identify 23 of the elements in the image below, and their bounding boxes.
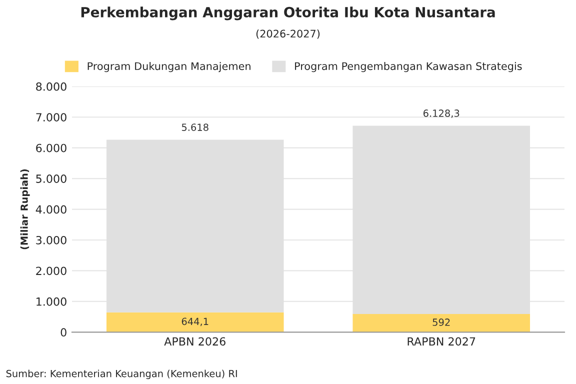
y-tick-label: 4.000: [36, 205, 66, 214]
bar: [352, 314, 530, 332]
legend-label: Program Dukungan Manajemen: [88, 62, 250, 72]
x-tick-label: RAPBN 2027: [408, 337, 476, 346]
y-tick-label: 8.000: [36, 82, 66, 91]
chart-subtitle: (2026-2027): [256, 30, 320, 39]
data-label: 6.128,3: [423, 110, 460, 118]
y-tick-label: 6.000: [36, 144, 66, 152]
y-axis-title: (Miliar Rupiah): [20, 169, 30, 250]
chart-title: Perkembangan Anggaran Otorita Ibu Kota Nusantara: [81, 6, 495, 20]
y-tick-label: 5.000: [36, 174, 66, 183]
y-tick-label: 1.000: [36, 297, 66, 306]
data-label: 644,1: [182, 318, 208, 326]
y-tick-label: 0: [60, 328, 66, 337]
text: Sumber: Kementerian Keuangan (Kemenkeu) RI: [6, 370, 237, 380]
data-label: 592: [432, 318, 450, 326]
y-tick-label: 2.000: [36, 266, 66, 276]
data-label: 5.618: [182, 124, 208, 131]
legend-label: Program Pengembangan Kawasan Strategis: [295, 62, 522, 72]
y-tick-label: 7.000: [36, 113, 66, 122]
x-tick-label: APBN 2026: [164, 337, 226, 346]
bar: [106, 312, 284, 332]
y-tick-label: 3.000: [36, 236, 66, 244]
